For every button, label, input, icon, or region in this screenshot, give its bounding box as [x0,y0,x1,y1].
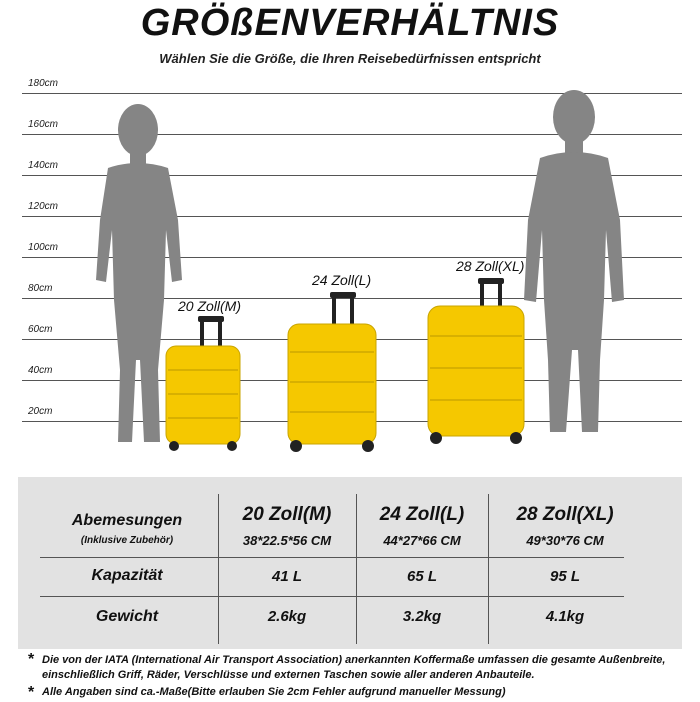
weight-label: Gewicht [95,608,159,625]
ruler-label-160: 160cm [28,119,59,130]
ruler-line-140 [22,175,682,176]
col-capacity-24: 65 L [406,568,437,585]
ruler-label-120: 120cm [28,201,59,212]
table-divider-v3 [488,494,489,644]
col-weight-28: 4.1kg [545,608,585,625]
suitcase-large-icon [427,278,525,444]
col-dim-28: 49*30*76 CM [526,533,604,548]
table-divider-h1 [40,557,624,558]
spec-table [18,477,682,649]
page-title: GRÖßENVERHÄLTNIS [140,2,560,44]
capacity-label: Kapazität [91,567,163,584]
ruler-line-120 [22,216,682,217]
table-divider-v2 [356,494,357,644]
ruler-label-100: 100cm [28,242,59,253]
col-capacity-28: 95 L [549,568,580,585]
ruler-label-60: 60cm [28,324,53,335]
note-star-1: * [28,651,35,668]
ruler-label-80: 80cm [28,283,53,294]
ruler-line-160 [22,134,682,135]
page-subtitle: Wählen Sie die Größe, die Ihren Reisebed… [159,51,541,66]
suitcase-small-label: 20 Zoll(M) [178,298,242,314]
ruler-label-20: 20cm [28,406,53,417]
ruler-label-180: 180cm [28,78,59,89]
woman-silhouette-icon [96,104,182,442]
col-weight-24: 3.2kg [402,608,442,625]
suitcase-large-label: 28 Zoll(XL) [456,258,525,274]
ruler-line-100 [22,257,682,258]
col-dim-20: 38*22.5*56 CM [242,533,332,548]
size-comparison-area: 180cm 160cm 140cm 120cm 100cm 80cm 60cm … [0,70,700,460]
col-size-24: 24 Zoll(L) [379,504,465,525]
col-dim-24: 44*27*66 CM [383,533,461,548]
ruler-label-40: 40cm [28,365,53,376]
note-line-2: einschließlich Griff, Räder, Verschlüsse… [42,669,535,681]
suitcase-medium-icon [287,292,377,452]
col-size-20: 20 Zoll(M) [242,504,332,525]
note-star-2: * [28,684,35,701]
table-divider-h2 [40,596,624,597]
dimensions-label: Abemesungen [71,512,183,529]
col-size-28: 28 Zoll(XL) [516,504,614,525]
figures-and-suitcases [96,90,624,452]
col-weight-20: 2.6kg [267,608,307,625]
note-line-3: Alle Angaben sind ca.-Maße(Bitte erlaube… [42,686,506,698]
note-line-1: Die von der IATA (International Air Tran… [42,654,666,666]
man-silhouette-icon [524,90,624,432]
table-divider-v1 [218,494,219,644]
dimensions-sublabel: (Inklusive Zubehör) [80,535,174,546]
ruler-line-180 [22,93,682,94]
suitcase-small-icon [165,316,241,451]
ruler-label-140: 140cm [28,160,59,171]
suitcase-medium-label: 24 Zoll(L) [312,272,372,288]
col-capacity-20: 41 L [271,568,302,585]
